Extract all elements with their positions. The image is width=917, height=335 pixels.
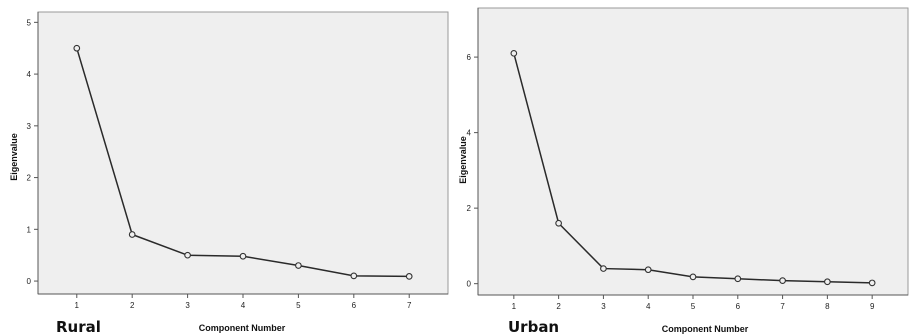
panel-label-urban: Urban xyxy=(508,318,559,335)
eigenvalue-point xyxy=(295,262,302,269)
y-tick-label: 4 xyxy=(467,129,472,138)
rural-scree-plot: 1 2 3 4 5 6 7 0 1 2 3 4 5 Eigenvalue Component Numb… xyxy=(9,11,449,335)
y-tick-label: 4 xyxy=(27,70,32,79)
urban-scree-plot: 1 2 3 4 5 6 7 8 9 0 2 4 6 Eigenvalue Component Numb… xyxy=(458,7,909,335)
plot-area xyxy=(37,11,449,295)
x-tick-label: 3 xyxy=(185,301,190,310)
eigenvalue-point xyxy=(128,231,136,238)
y-tick-label: 2 xyxy=(467,204,472,213)
x-tick-label: 4 xyxy=(241,301,246,310)
eigenvalue-point xyxy=(350,272,358,280)
x-tick-label: 6 xyxy=(352,301,357,310)
y-tick-label: 0 xyxy=(27,277,32,286)
x-tick-label: 7 xyxy=(407,301,412,310)
y-ticks: 0 2 4 6 xyxy=(467,53,478,289)
x-tick-label: 1 xyxy=(512,302,517,311)
x-tick-label: 1 xyxy=(75,301,80,310)
eigenvalue-point xyxy=(779,277,786,285)
eigenvalue-point xyxy=(73,44,81,52)
eigenvalue-point xyxy=(600,265,607,272)
plot-area xyxy=(477,7,909,296)
x-tick-label: 9 xyxy=(870,302,875,311)
x-tick-label: 6 xyxy=(736,302,741,311)
x-ticks: 1 2 3 4 5 6 7 xyxy=(75,294,412,310)
x-ticks: 1 2 3 4 5 6 7 8 9 xyxy=(512,295,875,311)
x-tick-label: 2 xyxy=(556,302,561,311)
x-tick-label: 5 xyxy=(296,301,301,310)
x-tick-label: 2 xyxy=(130,301,135,310)
series xyxy=(510,49,876,287)
x-tick-label: 5 xyxy=(691,302,696,311)
panel-label-rural: Rural xyxy=(56,318,101,335)
x-tick-label: 4 xyxy=(646,302,651,311)
eigenvalue-point xyxy=(405,273,413,280)
x-tick-label: 8 xyxy=(825,302,830,311)
eigenvalue-point xyxy=(644,266,652,274)
x-axis-title: Component Number xyxy=(199,323,286,333)
eigenvalue-point xyxy=(689,273,697,281)
eigenvalue-point xyxy=(184,251,191,259)
y-tick-label: 2 xyxy=(27,174,32,183)
eigenvalue-point xyxy=(239,252,247,260)
eigenvalue-point xyxy=(824,278,831,286)
y-tick-label: 6 xyxy=(467,53,472,62)
y-ticks: 0 1 2 3 4 5 xyxy=(27,18,38,286)
y-tick-label: 5 xyxy=(27,18,32,27)
x-axis-title: Component Number xyxy=(662,324,749,334)
series xyxy=(73,44,413,280)
eigenvalue-point xyxy=(555,219,562,227)
y-axis-title: Eigenvalue xyxy=(9,133,19,181)
y-axis-title: Eigenvalue xyxy=(458,136,468,184)
y-tick-label: 1 xyxy=(27,225,32,234)
x-tick-label: 3 xyxy=(601,302,606,311)
eigenvalue-point xyxy=(868,279,876,287)
eigenvalue-point xyxy=(734,275,742,283)
eigenvalue-point xyxy=(510,49,518,57)
x-tick-label: 7 xyxy=(780,302,785,311)
y-tick-label: 0 xyxy=(467,280,472,289)
y-tick-label: 3 xyxy=(27,122,32,131)
